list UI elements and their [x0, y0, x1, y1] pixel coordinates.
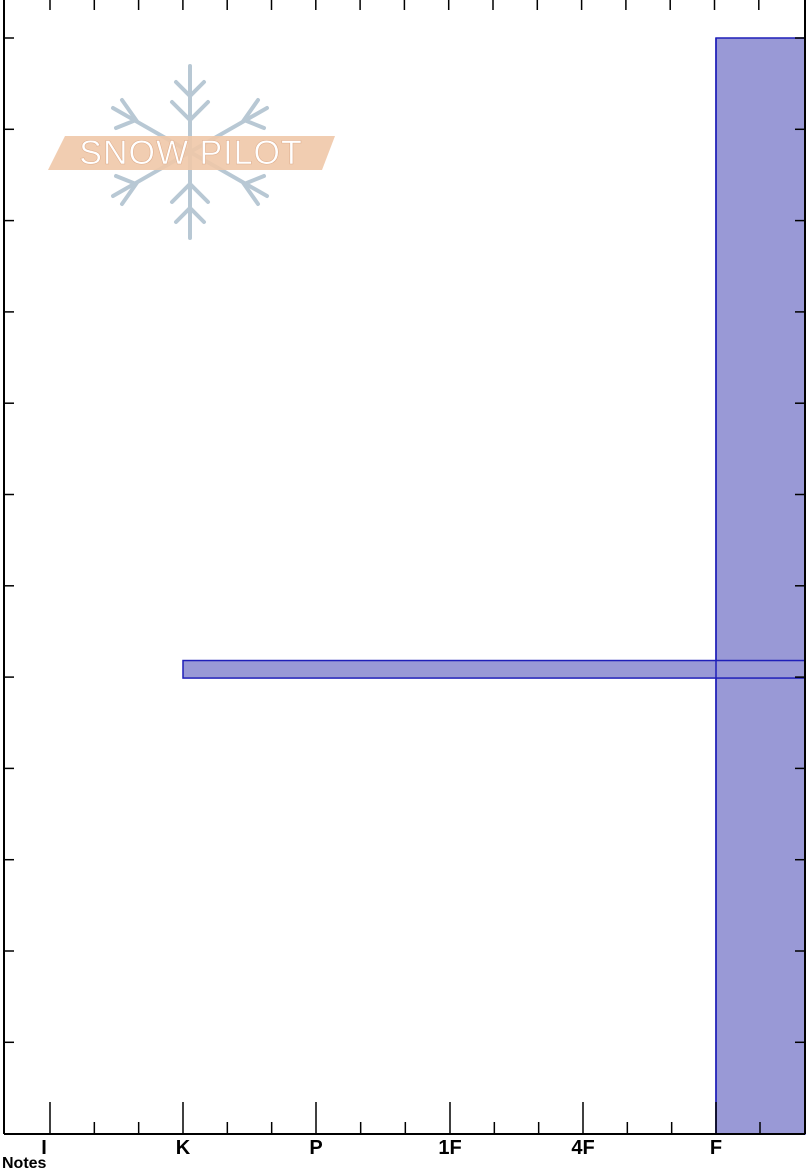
x-tick-label-K: K [176, 1137, 191, 1159]
x-tick-label-P: P [309, 1137, 322, 1159]
notes-label: Notes [2, 1155, 47, 1172]
logo-text: SNOW PILOT [79, 134, 302, 172]
axis-ticks [4, 0, 805, 1134]
layers [182, 37, 806, 1135]
layer-bar-0 [715, 37, 806, 1135]
snowpilot-logo: SNOW PILOT [48, 64, 335, 240]
x-tick-label-F: F [710, 1137, 722, 1159]
x-tick-label-I: I [41, 1137, 47, 1159]
x-tick-label-4F: 4F [571, 1137, 594, 1159]
x-tick-label-1F: 1F [438, 1137, 461, 1159]
logo-banner [48, 136, 335, 170]
layer-bar-1 [182, 659, 806, 679]
x-tick-labels: I K P 1F 4F F [41, 1137, 722, 1159]
